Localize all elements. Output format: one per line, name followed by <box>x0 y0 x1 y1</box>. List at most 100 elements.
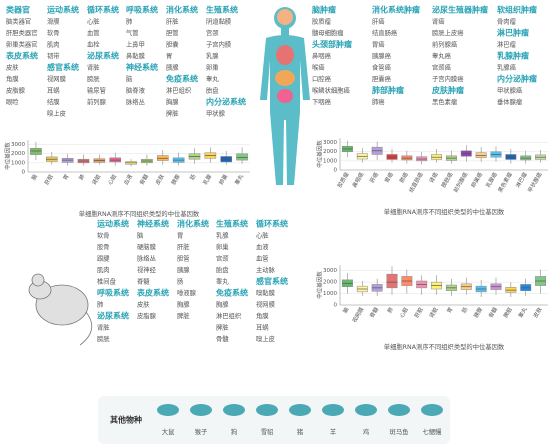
group-item: 跟腱 <box>97 254 110 263</box>
group-item: 胆管 <box>177 254 190 263</box>
group-item: 嗅黏膜 <box>256 288 276 297</box>
group-item: 眼睑 <box>6 97 19 106</box>
group-item: 肌肉 <box>97 265 110 274</box>
group-item: 鼻黏膜 <box>126 51 146 60</box>
group-item: 宫颈癌 <box>432 63 452 72</box>
species-icon <box>256 404 278 416</box>
group-item: 输尿管 <box>87 86 106 95</box>
group-title: 淋巴肿瘤 <box>497 28 529 38</box>
x-tick-label: 前列腺癌 <box>451 170 469 193</box>
group-title: 消化系统 <box>166 5 198 15</box>
group-item: 脑脊液 <box>126 86 146 95</box>
group-item: 血管 <box>87 28 100 37</box>
group-item: 嗅上皮 <box>47 109 67 118</box>
group-item: 睾丸 <box>206 74 219 83</box>
group-item: 脑 <box>126 74 132 83</box>
x-tick-label: 骨髓 <box>138 172 151 186</box>
group-item: 皮肤 <box>6 63 19 72</box>
group-item: 胶质瘤 <box>312 17 332 26</box>
group-item: 主动脉 <box>256 265 276 274</box>
group-item: 胆管 <box>166 28 179 37</box>
group-item: 软骨 <box>47 28 60 37</box>
group-item: 肾癌 <box>432 17 445 26</box>
group-item: 硬脑膜 <box>137 242 157 251</box>
group-item: 睾丸癌 <box>432 51 452 60</box>
group-item: 视网膜 <box>47 74 67 83</box>
group-title: 生殖系统 <box>216 219 248 229</box>
x-tick-label: 卵巢癌 <box>469 170 484 189</box>
x-tick-label: 肠 <box>188 172 198 181</box>
group-title: 内分泌肿瘤 <box>497 74 537 84</box>
group-item: 椎间盘 <box>97 277 117 286</box>
y-tick-label: 0 <box>22 170 26 176</box>
x-tick-label: 肺 <box>78 173 87 182</box>
group-title: 泌尿生殖器肿瘤 <box>432 5 488 15</box>
x-axis-label: 单细胞RNA测序不同组织类型的中位基因数 <box>384 342 505 351</box>
group-item: 前列腺 <box>87 97 107 106</box>
group-item: 子宫内膜癌 <box>432 74 464 83</box>
species-panel <box>98 396 450 444</box>
group-item: 肝癌 <box>372 17 385 26</box>
x-tick-label: 结直肠癌 <box>407 170 425 193</box>
group-item: 喉癌 <box>312 63 325 72</box>
group-item: 睾丸 <box>216 277 229 286</box>
x-tick-label: 甲状腺癌 <box>526 170 544 193</box>
y-tick-label: 3000 <box>323 268 337 274</box>
group-item: 肠 <box>177 277 183 286</box>
group-title: 表皮系统 <box>136 288 169 298</box>
y-tick-label: 1000 <box>11 160 25 166</box>
y-axis-label: 中位基因数 <box>4 142 12 170</box>
species-icon <box>289 404 311 416</box>
group-item: 胰腺癌 <box>372 51 392 60</box>
x-tick-label: 脊髓 <box>368 305 381 319</box>
y-tick-label: 0 <box>334 168 338 174</box>
group-item: 耳蜗 <box>256 323 269 332</box>
group-item: 髓母细胞瘤 <box>312 28 344 37</box>
group-item: 肝脏 <box>177 242 190 251</box>
group-item: 胆囊 <box>166 40 179 49</box>
x-tick-label: 卵巢 <box>217 172 230 186</box>
x-tick-label: 肺癌 <box>397 170 410 184</box>
group-item: 脾脏 <box>177 311 190 320</box>
species-icon <box>355 404 377 416</box>
group-title: 表皮系统 <box>5 51 38 61</box>
x-tick-label: 睾丸 <box>516 305 529 319</box>
x-tick-label: 心脏 <box>397 305 410 319</box>
x-tick-label: 血液 <box>122 172 135 186</box>
group-item: 口腔癌 <box>312 74 332 83</box>
group-item: 皮脂腺 <box>137 311 157 320</box>
group-item: 结膜 <box>47 97 60 106</box>
species-label: 斑马鱼 <box>390 427 409 436</box>
group-item: 嗅上皮 <box>256 334 276 343</box>
species-icon <box>190 404 212 416</box>
x-tick-label: 睾丸 <box>233 172 246 186</box>
group-item: 乳腺癌 <box>497 63 517 72</box>
group-item: 淋巴组织 <box>166 86 191 95</box>
x-tick-label: 脑 <box>29 172 39 181</box>
group-item: 胃 <box>177 232 183 240</box>
group-title: 头颈部肿瘤 <box>312 39 352 49</box>
human-body <box>260 7 310 185</box>
group-item: 鼻咽癌 <box>312 51 332 60</box>
x-tick-label: 视网膜 <box>350 305 365 324</box>
x-tick-label: 鼻咽癌 <box>350 170 365 189</box>
group-title: 运动系统 <box>47 5 79 15</box>
group-item: 心脏 <box>256 231 269 240</box>
species-label: 羊 <box>330 427 336 436</box>
group-item: 骨肉瘤 <box>497 17 517 26</box>
y-tick-label: 1000 <box>323 158 337 164</box>
group-item: 心脏 <box>87 17 100 26</box>
x-tick-label: 脾脏 <box>501 305 514 319</box>
group-item: 卵巢类器官 <box>6 40 37 49</box>
species-icon <box>388 404 410 416</box>
group-title: 免疫系统 <box>216 288 248 298</box>
group-item: 血管 <box>256 254 269 263</box>
group-title: 呼吸系统 <box>97 288 129 298</box>
group-title: 感官系统 <box>256 276 288 286</box>
group-item: 视神经 <box>137 265 157 274</box>
group-item: 前列腺癌 <box>432 40 458 49</box>
group-item: 肺癌 <box>372 97 385 106</box>
x-tick-label: 皮肤 <box>153 172 166 186</box>
group-item: 韧带 <box>47 51 60 60</box>
